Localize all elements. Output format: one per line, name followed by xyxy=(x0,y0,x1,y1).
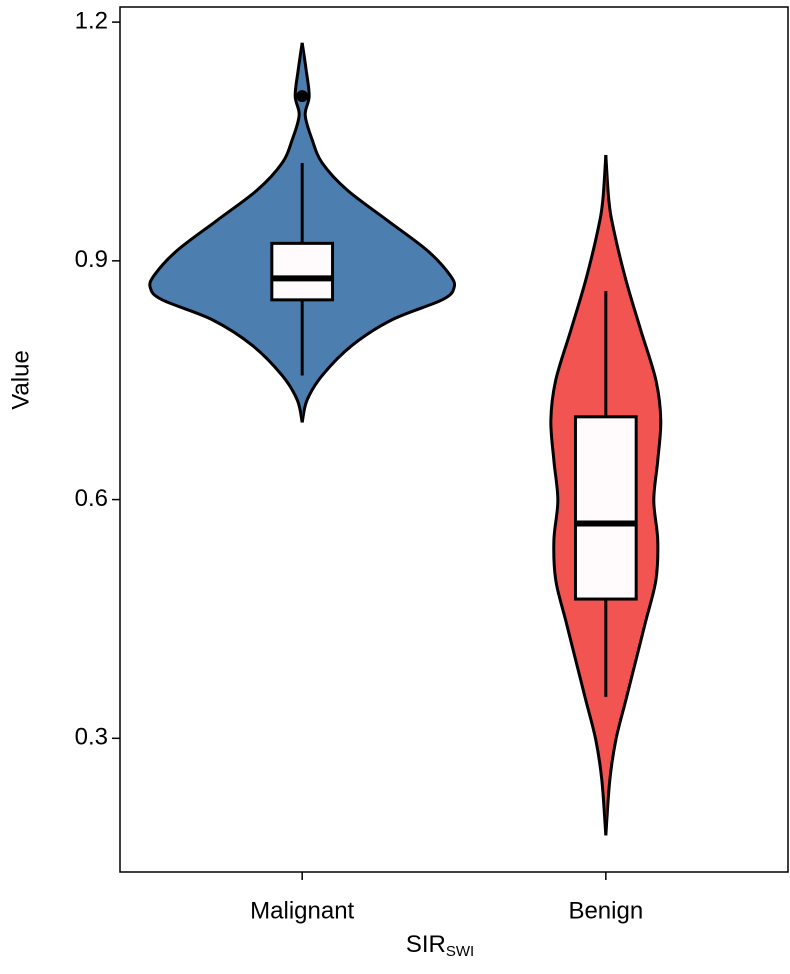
y-tick-label: 0.9 xyxy=(75,246,108,273)
x-tick-label: Benign xyxy=(568,897,643,924)
x-label-main: SIR xyxy=(406,931,446,958)
y-axis-label: Value xyxy=(7,350,34,410)
violin-outline xyxy=(300,42,457,423)
plot-frame xyxy=(119,6,789,873)
y-tick-label: 0.6 xyxy=(75,485,108,512)
x-axis-label: SIRSWI xyxy=(406,931,474,960)
x-label-subscript: SWI xyxy=(446,943,474,960)
violin-half xyxy=(301,42,456,423)
y-tick-label: 0.3 xyxy=(75,724,108,751)
violin-outline xyxy=(148,42,304,423)
x-tick-label: Malignant xyxy=(250,897,354,924)
outlier xyxy=(296,90,309,103)
box xyxy=(270,241,335,302)
violin-outline xyxy=(549,154,608,836)
box xyxy=(573,415,638,601)
violin-outline xyxy=(604,154,663,836)
violin-half xyxy=(149,42,303,423)
y-tick-label: 1.2 xyxy=(75,7,108,34)
